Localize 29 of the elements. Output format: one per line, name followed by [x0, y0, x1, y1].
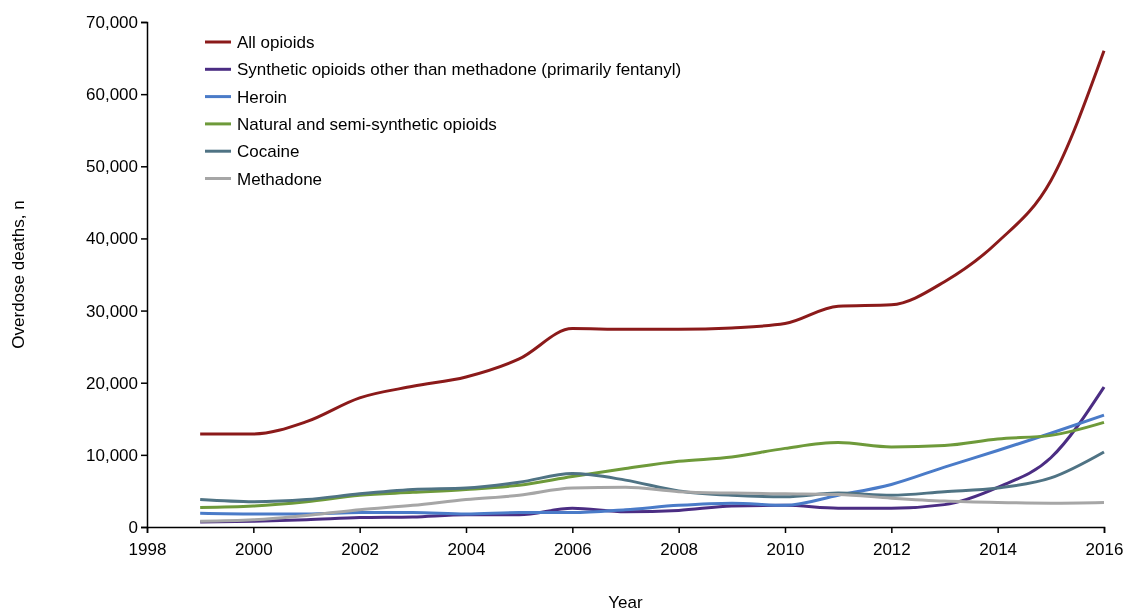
x-tick-label: 2000 [234, 539, 273, 559]
line-series [198, 450, 1106, 504]
line-series [198, 49, 1106, 436]
x-axis-title: Year [608, 593, 644, 612]
legend-label: Natural and semi-synthetic opioids [237, 114, 497, 134]
y-tick-label: 40,000 [86, 229, 138, 249]
legend-label: Synthetic opioids other than methadone (primarily fentanyl) [237, 60, 682, 80]
x-tick-label: 2016 [1085, 539, 1124, 559]
x-tick-label: 2004 [447, 539, 486, 559]
legend-label: Methadone [237, 169, 323, 189]
line-series [198, 485, 1106, 523]
y-axis-title: Overdose deaths, n [9, 200, 28, 349]
y-tick-label: 0 [128, 517, 138, 537]
y-tick-label: 60,000 [86, 85, 138, 105]
x-tick-label: 2014 [979, 539, 1018, 559]
legend-label: Heroin [237, 87, 288, 107]
y-tick-label: 70,000 [86, 12, 138, 32]
x-tick-label: 1998 [128, 539, 167, 559]
y-tick-label: 50,000 [86, 157, 138, 177]
x-tick-label: 2006 [553, 539, 592, 559]
y-tick-label: 30,000 [86, 301, 138, 321]
legend-label: Cocaine [237, 142, 300, 162]
y-tick-label: 10,000 [86, 445, 138, 465]
x-tick-label: 2002 [341, 539, 380, 559]
x-tick-label: 2008 [660, 539, 699, 559]
legend-label: All opioids [237, 33, 315, 52]
x-tick-label: 2010 [766, 539, 805, 559]
x-tick-label: 2012 [872, 539, 911, 559]
y-tick-label: 20,000 [86, 373, 138, 393]
